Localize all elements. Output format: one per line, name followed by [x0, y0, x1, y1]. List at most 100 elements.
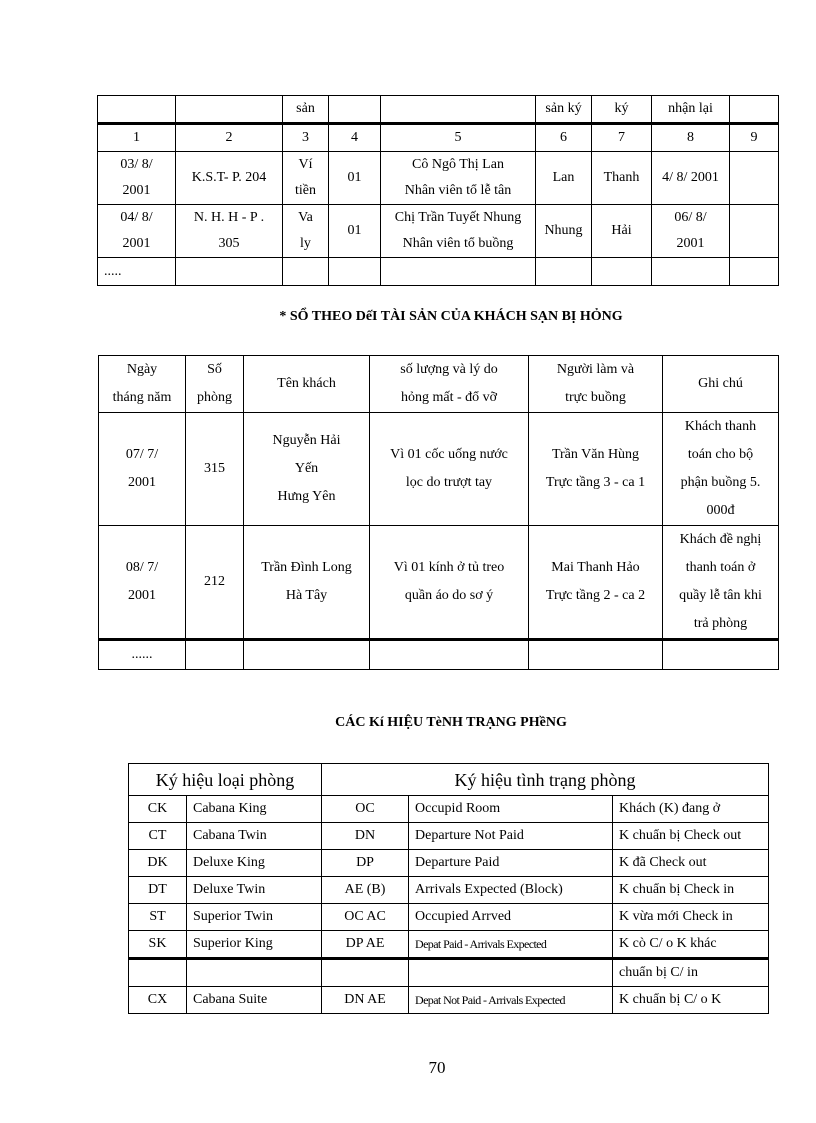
table-cell: 08/ 7/ 2001	[98, 525, 186, 640]
table-cell: ST	[128, 903, 187, 931]
table-cell: Tên khách	[243, 355, 370, 413]
table-row: DK Deluxe King DP Departure Paid K đã Check …	[128, 849, 770, 877]
table-cell: sản	[282, 95, 329, 124]
table-cell: DN	[321, 822, 410, 850]
table-cell: OC AC	[321, 903, 410, 931]
table-cell: 315	[185, 412, 244, 526]
table-cell: Vì 01 kính ở tủ treo quần áo do sơ ý	[369, 525, 529, 640]
table-cell: AE (B)	[321, 876, 410, 904]
table-row: ST Superior Twin OC AC Occupied Arrved K vừa…	[128, 903, 770, 931]
table-cell: K.S.T- P. 204	[175, 151, 283, 205]
table-cell: CT	[128, 822, 187, 850]
table-row: 08/ 7/ 2001 212 Trần Đình Long Hà Tây Vì 01…	[98, 525, 779, 640]
table-cell: 212	[185, 525, 244, 640]
table-cell	[729, 95, 779, 124]
table-cell: Nguyễn Hải Yến Hưng Yên	[243, 412, 370, 526]
table-cell	[185, 638, 244, 670]
table-cell: Thanh	[591, 151, 652, 205]
table-cell: Khách đề nghị thanh toán ở quầy lễ tân k…	[662, 525, 779, 640]
table-cell: CK	[128, 795, 187, 823]
table-cell: 06/ 8/ 2001	[651, 204, 730, 258]
table-cell: 03/ 8/ 2001	[97, 151, 176, 205]
table-header: Ký hiệu loại phòng Ký hiệu tình trạng ph…	[127, 763, 770, 796]
table-cell: Người làm và trực buồng	[528, 355, 663, 413]
table-cell: .....	[97, 257, 176, 286]
table-cell: 5	[380, 122, 536, 152]
table-cell: Chị Trần Tuyết Nhung Nhân viên tổ buồng	[380, 204, 536, 258]
table-cell	[328, 257, 381, 286]
table-cell: 4/ 8/ 2001	[651, 151, 730, 205]
table-row: .....	[97, 257, 779, 286]
table-row: SK Superior King DP AE Depat Paid - Arrival…	[128, 930, 770, 959]
table-cell: N. H. H - P . 305	[175, 204, 283, 258]
table-cell: Ví tiền	[282, 151, 329, 205]
table-cell: Trần Văn Hùng Trực tầng 3 - ca 1	[528, 412, 663, 526]
table-cell: Ngày tháng năm	[98, 355, 186, 413]
table-cell: K cò C/ o K khác	[612, 930, 770, 959]
table-cell	[321, 957, 410, 987]
table-cell	[185, 957, 323, 987]
table-cell: Arrivals Expected (Block)	[408, 876, 614, 904]
table-cell: Depat Paid - Arrivals Expected	[408, 930, 614, 959]
table-cell: 1	[97, 122, 176, 152]
table-cell: Superior King	[185, 930, 323, 959]
table-cell: Occupied Arrved	[408, 903, 614, 931]
table-cell: 2	[175, 122, 283, 152]
table-cell: DP AE	[321, 930, 410, 959]
section-title-room-status-codes: CÁC Kí HIỆU TèNH TRẠNG PHềNG	[335, 715, 567, 730]
table-cell: Cabana Twin	[185, 822, 323, 850]
table-cell	[651, 257, 730, 286]
table-row: chuẩn bị C/ in	[128, 957, 770, 987]
table-cell: chuẩn bị C/ in	[612, 957, 770, 987]
table-cell: K chuẩn bị C/ o K	[612, 986, 770, 1014]
damaged-assets-table: Ngày tháng năm Số phòng Tên khách số lượng …	[98, 355, 779, 670]
table-cell: Cabana Suite	[185, 986, 323, 1014]
table-cell: 07/ 7/ 2001	[98, 412, 186, 526]
table-cell: Deluxe Twin	[185, 876, 323, 904]
table-cell: Lan	[535, 151, 592, 205]
table-cell: Khách (K) đang ở	[612, 795, 770, 823]
table-cell: Occupid Room	[408, 795, 614, 823]
table-cell: ......	[98, 638, 186, 670]
table-cell: Mai Thanh Hảo Trực tầng 2 - ca 2	[528, 525, 663, 640]
table-cell: K chuẩn bị Check in	[612, 876, 770, 904]
table-cell	[369, 638, 529, 670]
table-cell	[729, 204, 779, 258]
table-cell	[380, 257, 536, 286]
table-cell: Superior Twin	[185, 903, 323, 931]
section-title-damaged-assets: * SỔ THEO DếI TÀI SẢN CỦA KHÁCH SẠN BỊ H…	[279, 309, 623, 324]
table-cell: Departure Not Paid	[408, 822, 614, 850]
table-cell: Hải	[591, 204, 652, 258]
table-cell	[243, 638, 370, 670]
table-cell: Cô Ngô Thị Lan Nhân viên tổ lễ tân	[380, 151, 536, 205]
table-row: 04/ 8/ 2001 N. H. H - P . 305 Va ly 01 Chị T…	[97, 204, 779, 258]
table-row: CK Cabana King OC Occupid Room Khách (K) đan…	[128, 795, 770, 823]
table-cell: ký	[591, 95, 652, 124]
table-cell	[729, 257, 779, 286]
table-cell	[408, 957, 614, 987]
table-cell	[535, 257, 592, 286]
table-row: 07/ 7/ 2001 315 Nguyễn Hải Yến Hưng Yên Vì …	[98, 412, 779, 526]
table-cell: DN AE	[321, 986, 410, 1014]
table-cell: Ghi chú	[662, 355, 779, 413]
table-cell	[328, 95, 381, 124]
table-cell: K vừa mới Check in	[612, 903, 770, 931]
table-cell: số lượng và lý do hỏng mất - đổ vỡ	[369, 355, 529, 413]
table-cell: 3	[282, 122, 329, 152]
table-cell: K chuẩn bị Check out	[612, 822, 770, 850]
table-cell: Va ly	[282, 204, 329, 258]
table-cell: 01	[328, 151, 381, 205]
table-cell: Trần Đình Long Hà Tây	[243, 525, 370, 640]
table-cell: Khách thanh toán cho bộ phận buồng 5. 00…	[662, 412, 779, 526]
table-cell: K đã Check out	[612, 849, 770, 877]
table-cell: Departure Paid	[408, 849, 614, 877]
table-row: DT Deluxe Twin AE (B) Arrivals Expected (Bl…	[128, 876, 770, 904]
table-cell: DP	[321, 849, 410, 877]
page-number: 70	[428, 1058, 446, 1077]
table-cell	[175, 95, 283, 124]
table-cell: Nhung	[535, 204, 592, 258]
table-cell: OC	[321, 795, 410, 823]
table-cell	[591, 257, 652, 286]
